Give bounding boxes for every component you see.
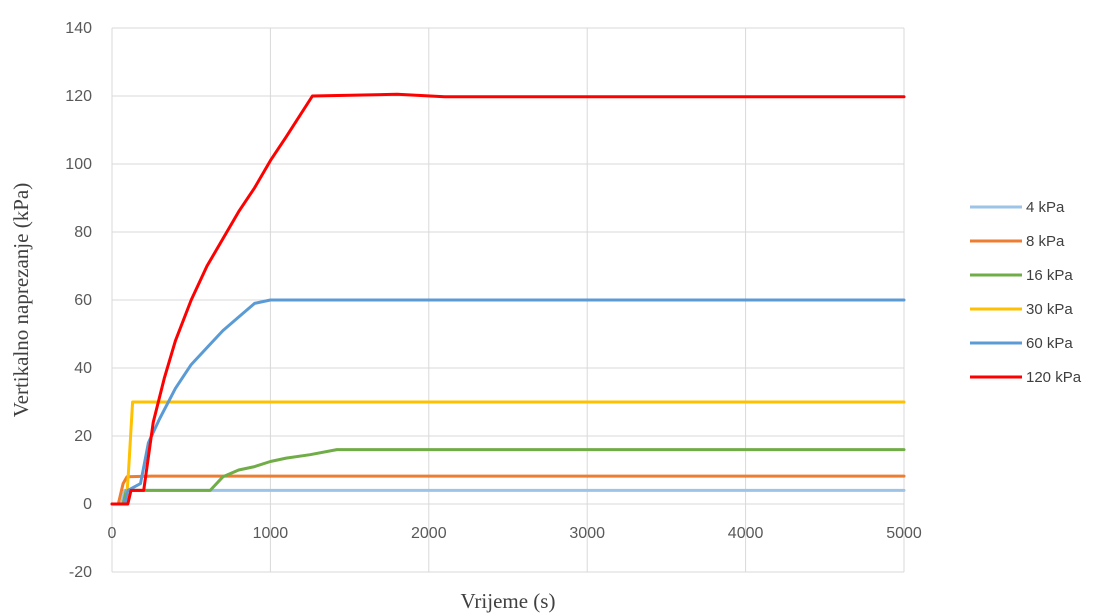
x-tick-label: 3000 <box>569 525 605 542</box>
series-line-1 <box>110 488 906 506</box>
x-tick-label: 0 <box>108 525 117 542</box>
y-tick-label: 80 <box>74 224 92 241</box>
legend-label: 8 kPa <box>1026 233 1065 250</box>
y-axis-title: Vertikalno naprezanje (kPa) <box>9 183 33 417</box>
y-tick-label: 100 <box>65 156 92 173</box>
series-lines <box>110 92 906 506</box>
series-line-4 <box>110 400 906 506</box>
legend-label: 120 kPa <box>1026 369 1082 386</box>
x-tick-label: 1000 <box>253 525 289 542</box>
y-tick-label: 20 <box>74 428 92 445</box>
series-line-6 <box>110 92 906 506</box>
x-tick-label: 4000 <box>728 525 764 542</box>
legend-label: 16 kPa <box>1026 267 1073 284</box>
x-axis-title: Vrijeme (s) <box>461 589 556 613</box>
y-tick-label: 140 <box>65 20 92 37</box>
legend: 4 kPa 8 kPa 16 kPa 30 kPa 60 kPa 120 kPa <box>970 199 1082 386</box>
tick-labels: -20 0 20 40 60 80 100 120 140 0 1000 2000 3000 4000 50… <box>65 20 922 581</box>
y-tick-label: 60 <box>74 292 92 309</box>
y-tick-label: 0 <box>83 496 92 513</box>
x-tick-label: 2000 <box>411 525 447 542</box>
legend-label: 4 kPa <box>1026 199 1065 216</box>
series-line-5 <box>110 298 906 506</box>
y-tick-label: 40 <box>74 360 92 377</box>
x-tick-label: 5000 <box>886 525 922 542</box>
y-tick-label: 120 <box>65 88 92 105</box>
legend-label: 30 kPa <box>1026 301 1073 318</box>
y-tick-label: -20 <box>69 564 92 581</box>
legend-label: 60 kPa <box>1026 335 1073 352</box>
